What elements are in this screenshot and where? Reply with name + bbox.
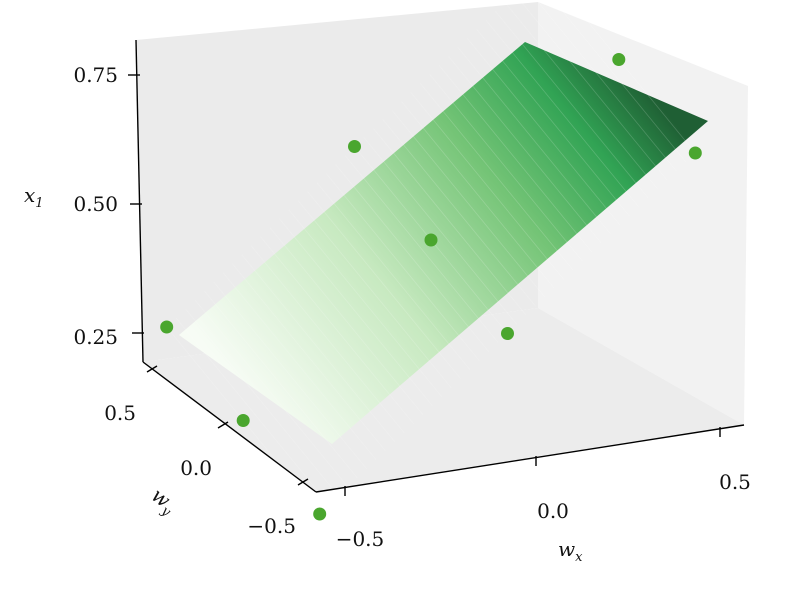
x-tick-label: 0.5 xyxy=(719,470,751,494)
surface-strip xyxy=(552,0,687,163)
data-point xyxy=(313,507,327,521)
data-point xyxy=(348,140,361,153)
surface-strip xyxy=(457,46,612,235)
surface-strip xyxy=(213,281,368,470)
surface-strip xyxy=(250,245,405,434)
surface-plane xyxy=(179,42,708,444)
y-axis-ticks xyxy=(146,365,309,486)
surface-strip xyxy=(288,209,443,397)
x-axis-label: wx xyxy=(558,537,583,565)
surface-strip xyxy=(448,56,602,244)
y-axis-line xyxy=(142,361,317,493)
surface-strip xyxy=(401,101,555,289)
data-point xyxy=(160,320,174,334)
surface-strip xyxy=(372,128,527,316)
z-tick-label: 0.50 xyxy=(73,192,118,216)
surface-strip xyxy=(203,290,358,479)
surface-strip xyxy=(241,254,396,443)
y-axis-label: wy xyxy=(145,483,182,520)
z-axis-ticks xyxy=(128,74,144,334)
surface-strip xyxy=(335,164,490,352)
data-point xyxy=(501,327,514,340)
surface-strip xyxy=(194,299,349,488)
surface-strip xyxy=(185,308,339,497)
surface-strip xyxy=(485,19,640,208)
z-tick-label: 0.75 xyxy=(73,63,118,87)
surface-strip xyxy=(269,227,424,415)
data-points xyxy=(160,53,702,521)
x-axis-line xyxy=(315,424,745,493)
surface-strip xyxy=(391,110,546,298)
surface-strip xyxy=(222,272,377,461)
surface-strip xyxy=(232,263,386,452)
surface-strip xyxy=(504,1,659,190)
surface-strip xyxy=(429,74,583,262)
surface-strip xyxy=(519,0,668,181)
z-axis-label: x1 xyxy=(24,183,44,211)
surface-strip xyxy=(260,236,414,425)
data-point xyxy=(236,414,250,427)
surface-strip xyxy=(476,28,630,217)
surface-strip xyxy=(307,191,461,379)
surface-strip xyxy=(279,218,433,406)
y-tick-label: 0.5 xyxy=(104,401,136,425)
data-point xyxy=(612,53,626,66)
y-tick-label: 0.0 xyxy=(180,456,212,480)
surface-strip xyxy=(535,0,677,172)
z-tick-label: 0.25 xyxy=(73,325,118,349)
surface-mesh xyxy=(166,0,696,515)
z-axis-line xyxy=(135,39,144,363)
data-point xyxy=(424,233,438,247)
surface-strip xyxy=(466,37,621,226)
surface-strip xyxy=(438,65,593,253)
surface-strip xyxy=(410,92,565,280)
surface-strip xyxy=(494,10,649,199)
surface-strip xyxy=(382,119,537,307)
data-point xyxy=(688,146,702,160)
surface-strip xyxy=(325,173,480,361)
surface-strip xyxy=(175,317,330,506)
surface-strip xyxy=(316,182,471,370)
x-tick-label: −0.5 xyxy=(336,527,385,551)
surface-strip xyxy=(297,200,452,388)
y-tick-label: −0.5 xyxy=(247,514,296,538)
surface-strip xyxy=(344,155,499,343)
surface-strip xyxy=(363,137,518,325)
x-tick-label: 0.0 xyxy=(537,499,569,523)
x-axis-ticks xyxy=(344,427,721,496)
surface-strip xyxy=(419,83,574,271)
